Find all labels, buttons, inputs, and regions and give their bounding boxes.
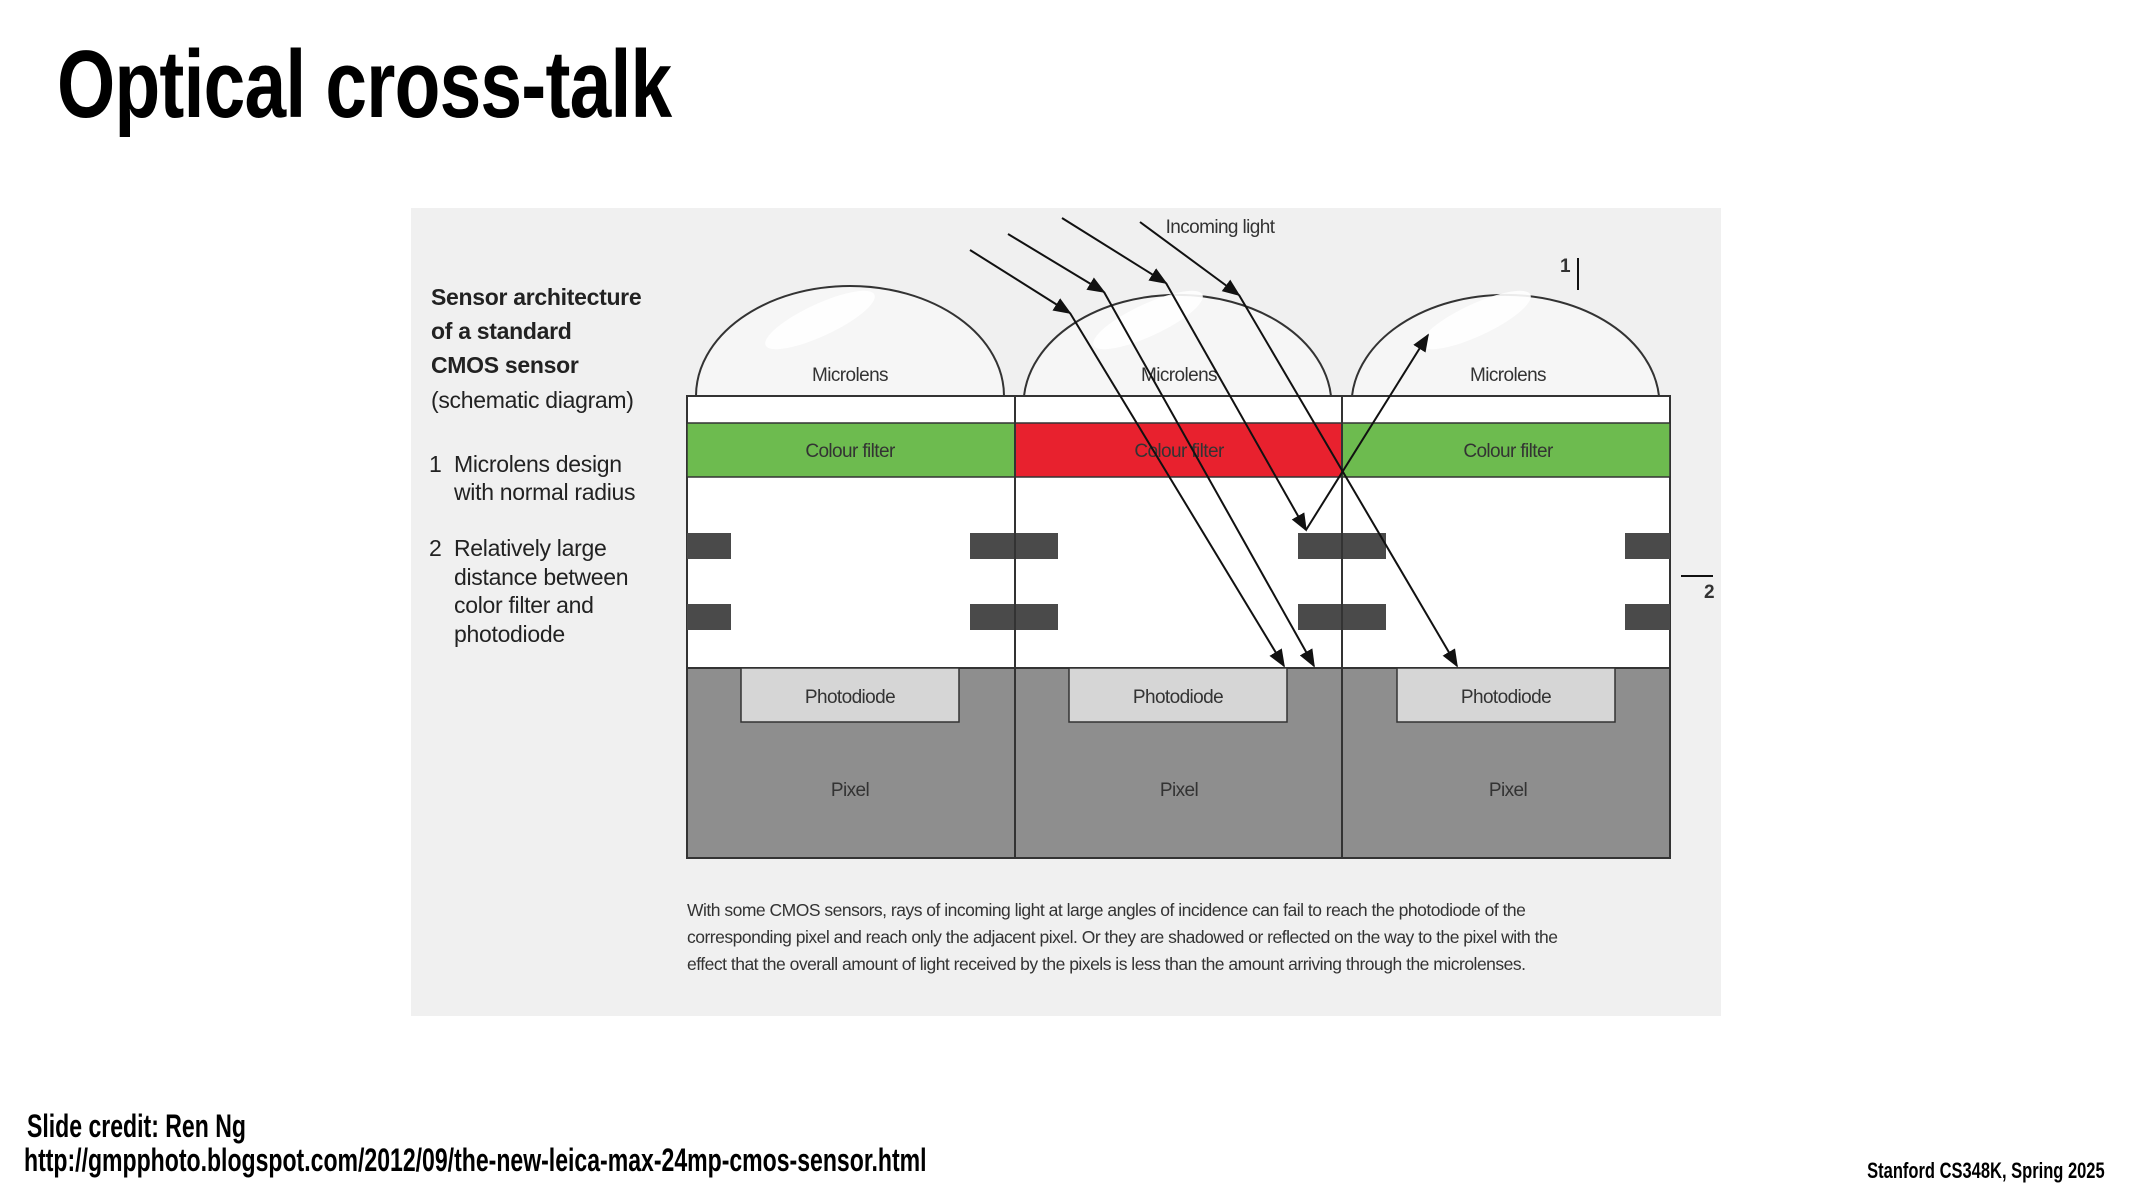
photodiode-label: Photodiode — [805, 687, 895, 708]
microlens-label: Microlens — [1470, 365, 1546, 386]
light-rays — [969, 217, 1458, 668]
photodiode-label: Photodiode — [1461, 687, 1551, 708]
marker-1: 1 — [1560, 256, 1571, 277]
microlens-label: Microlens — [1141, 365, 1217, 386]
diagram-heading-line: Sensor architecture — [431, 284, 641, 310]
slide-credit: Slide credit: Ren Ng — [27, 1108, 246, 1144]
note-line: color filter and — [454, 592, 594, 618]
note-line: photodiode — [454, 621, 565, 647]
source-url: http://gmpphoto.blogspot.com/2012/09/the… — [24, 1142, 927, 1178]
diagram-heading-line: CMOS sensor — [431, 352, 579, 378]
diagram-caption-line: corresponding pixel and reach only the a… — [687, 927, 1557, 947]
pixel-label: Pixel — [831, 780, 869, 801]
photodiode-3 — [1396, 667, 1616, 723]
note-line: Microlens design — [454, 451, 622, 477]
colour-filter-label: Colour filter — [1463, 441, 1554, 462]
pixel-label: Pixel — [1160, 780, 1198, 801]
incoming-light-label: Incoming light — [1166, 217, 1276, 238]
diagram-heading-line: of a standard — [431, 318, 572, 344]
microlens-1 — [695, 285, 1005, 397]
course-label: Stanford CS348K, Spring 2025 — [1867, 1158, 2105, 1183]
photodiode-label: Photodiode — [1133, 687, 1223, 708]
microlens-label: Microlens — [812, 365, 888, 386]
diagram-caption-line: effect that the overall amount of light … — [687, 954, 1526, 974]
pixel-label: Pixel — [1489, 780, 1527, 801]
note-line: distance between — [454, 564, 628, 590]
colour-filter-label: Colour filter — [805, 441, 896, 462]
note-number: 2 — [429, 535, 442, 561]
note-line: Relatively large — [454, 535, 606, 561]
colour-filter-3 — [1341, 422, 1671, 478]
colour-filter-1 — [686, 422, 1016, 478]
diagram-subheading: (schematic diagram) — [431, 387, 634, 413]
note-number: 1 — [429, 451, 442, 477]
marker-2: 2 — [1704, 582, 1714, 603]
colour-filter-label: Colour filter — [1134, 441, 1225, 462]
slide-title: Optical cross-talk — [57, 31, 672, 138]
note-line: with normal radius — [453, 479, 635, 505]
photodiode-2 — [1068, 667, 1288, 723]
diagram-caption-line: With some CMOS sensors, rays of incoming… — [687, 900, 1525, 920]
photodiode-1 — [740, 667, 960, 723]
